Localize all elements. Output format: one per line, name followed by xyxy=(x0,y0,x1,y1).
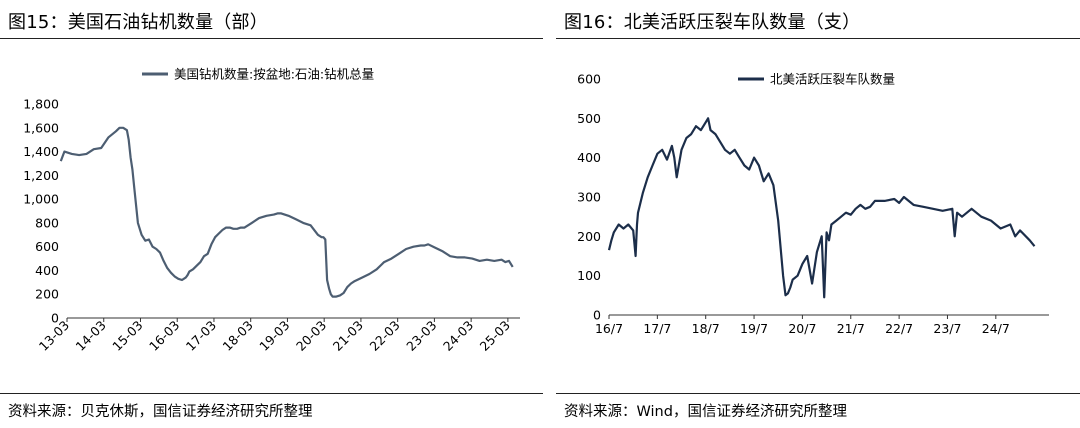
title-divider xyxy=(556,38,1080,39)
x-tick-label: 22-03 xyxy=(366,318,402,354)
x-tick-label: 23/7 xyxy=(933,321,961,336)
frac-fleet-chart: 北美活跃压裂车队数量 0 100 200 300 400 500 600 16/7 17/7 18/… xyxy=(577,72,1049,336)
figure-title: 图16：北美活跃压裂车队数量（支） xyxy=(564,12,861,33)
x-tick-label: 16/7 xyxy=(595,321,623,336)
series-line xyxy=(59,126,514,298)
source-divider xyxy=(0,393,543,394)
right-figure-panel: 图16：北美活跃压裂车队数量（支） 北美活跃压裂车队数量 0 100 200 300 40… xyxy=(556,0,1080,428)
legend-label: 美国钻机数量:按盆地:石油:钻机总量 xyxy=(174,67,374,82)
x-tick-label: 25-03 xyxy=(477,318,513,354)
x-tick-label: 23-03 xyxy=(403,318,439,354)
legend-label: 北美活跃压裂车队数量 xyxy=(770,72,895,87)
title-divider xyxy=(0,38,543,39)
y-tick-label: 1,000 xyxy=(23,192,59,207)
x-tick-label: 17-03 xyxy=(183,318,219,354)
y-tick-label: 1,600 xyxy=(23,120,59,135)
y-tick-label: 800 xyxy=(35,215,59,230)
x-tick-label: 15-03 xyxy=(109,318,145,354)
x-tick-label: 21/7 xyxy=(837,321,865,336)
x-tick-label: 14-03 xyxy=(73,318,109,354)
y-tick-label: 400 xyxy=(577,150,601,165)
y-tick-label: 200 xyxy=(35,287,59,302)
y-tick-label: 600 xyxy=(35,239,59,254)
source-divider xyxy=(556,393,1080,394)
x-tick-label: 24/7 xyxy=(982,321,1010,336)
x-tick-label: 18-03 xyxy=(220,318,256,354)
series-line xyxy=(607,117,1036,299)
source-note: 资料来源：Wind，国信证券经济研究所整理 xyxy=(564,404,847,420)
x-tick-label: 24-03 xyxy=(440,318,476,354)
y-tick-label: 1,800 xyxy=(23,97,59,112)
y-tick-label: 400 xyxy=(35,263,59,278)
x-tick-label: 20/7 xyxy=(788,321,816,336)
y-tick-label: 300 xyxy=(577,190,601,205)
x-tick-label: 19-03 xyxy=(256,318,292,354)
x-tick-label: 18/7 xyxy=(692,321,720,336)
x-tick-label: 17/7 xyxy=(643,321,671,336)
y-tick-label: 500 xyxy=(577,111,601,126)
y-tick-label: 200 xyxy=(577,229,601,244)
y-tick-label: 600 xyxy=(577,72,601,87)
source-note: 资料来源：贝克休斯，国信证券经济研究所整理 xyxy=(8,404,313,420)
y-tick-label: 0 xyxy=(51,311,59,326)
x-tick-label: 22/7 xyxy=(885,321,913,336)
x-tick-label: 20-03 xyxy=(293,318,329,354)
y-tick-label: 0 xyxy=(593,308,601,323)
x-tick-label: 21-03 xyxy=(330,318,366,354)
y-tick-label: 1,400 xyxy=(23,144,59,159)
rig-count-chart: 美国钻机数量:按盆地:石油:钻机总量 0 200 400 600 800 1,000 1,20… xyxy=(23,67,520,354)
y-tick-label: 1,200 xyxy=(23,168,59,183)
left-figure-panel: 图15：美国石油钻机数量（部） 美国钻机数量:按盆地:石油:钻机总量 0 200 40… xyxy=(0,12,543,420)
y-tick-label: 100 xyxy=(577,268,601,283)
figure-title: 图15：美国石油钻机数量（部） xyxy=(8,12,268,33)
x-tick-label: 19/7 xyxy=(740,321,768,336)
x-tick-label: 16-03 xyxy=(146,318,182,354)
